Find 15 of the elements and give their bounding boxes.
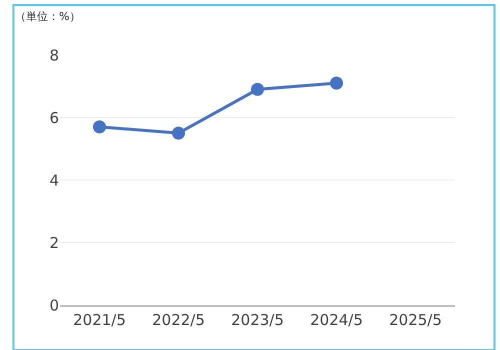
point xyxy=(93,120,106,134)
y-tick-label: 4 xyxy=(49,171,59,190)
point xyxy=(330,76,343,90)
y-axis-title: （単位：%） xyxy=(15,10,80,23)
x-tick-label: 2024/5 xyxy=(310,310,363,329)
y-tick-label: 8 xyxy=(49,46,59,64)
y-tick-label: 0 xyxy=(49,296,59,314)
x-tick-label: 2021/5 xyxy=(73,310,126,329)
y-tick-label: 6 xyxy=(49,108,59,127)
point xyxy=(251,82,264,96)
x-tick-label: 2023/5 xyxy=(231,310,284,329)
y-tick-label: 2 xyxy=(49,234,59,252)
point xyxy=(172,126,185,140)
x-tick-label: 2022/5 xyxy=(152,310,205,329)
x-tick-label: 2025/5 xyxy=(389,310,442,329)
